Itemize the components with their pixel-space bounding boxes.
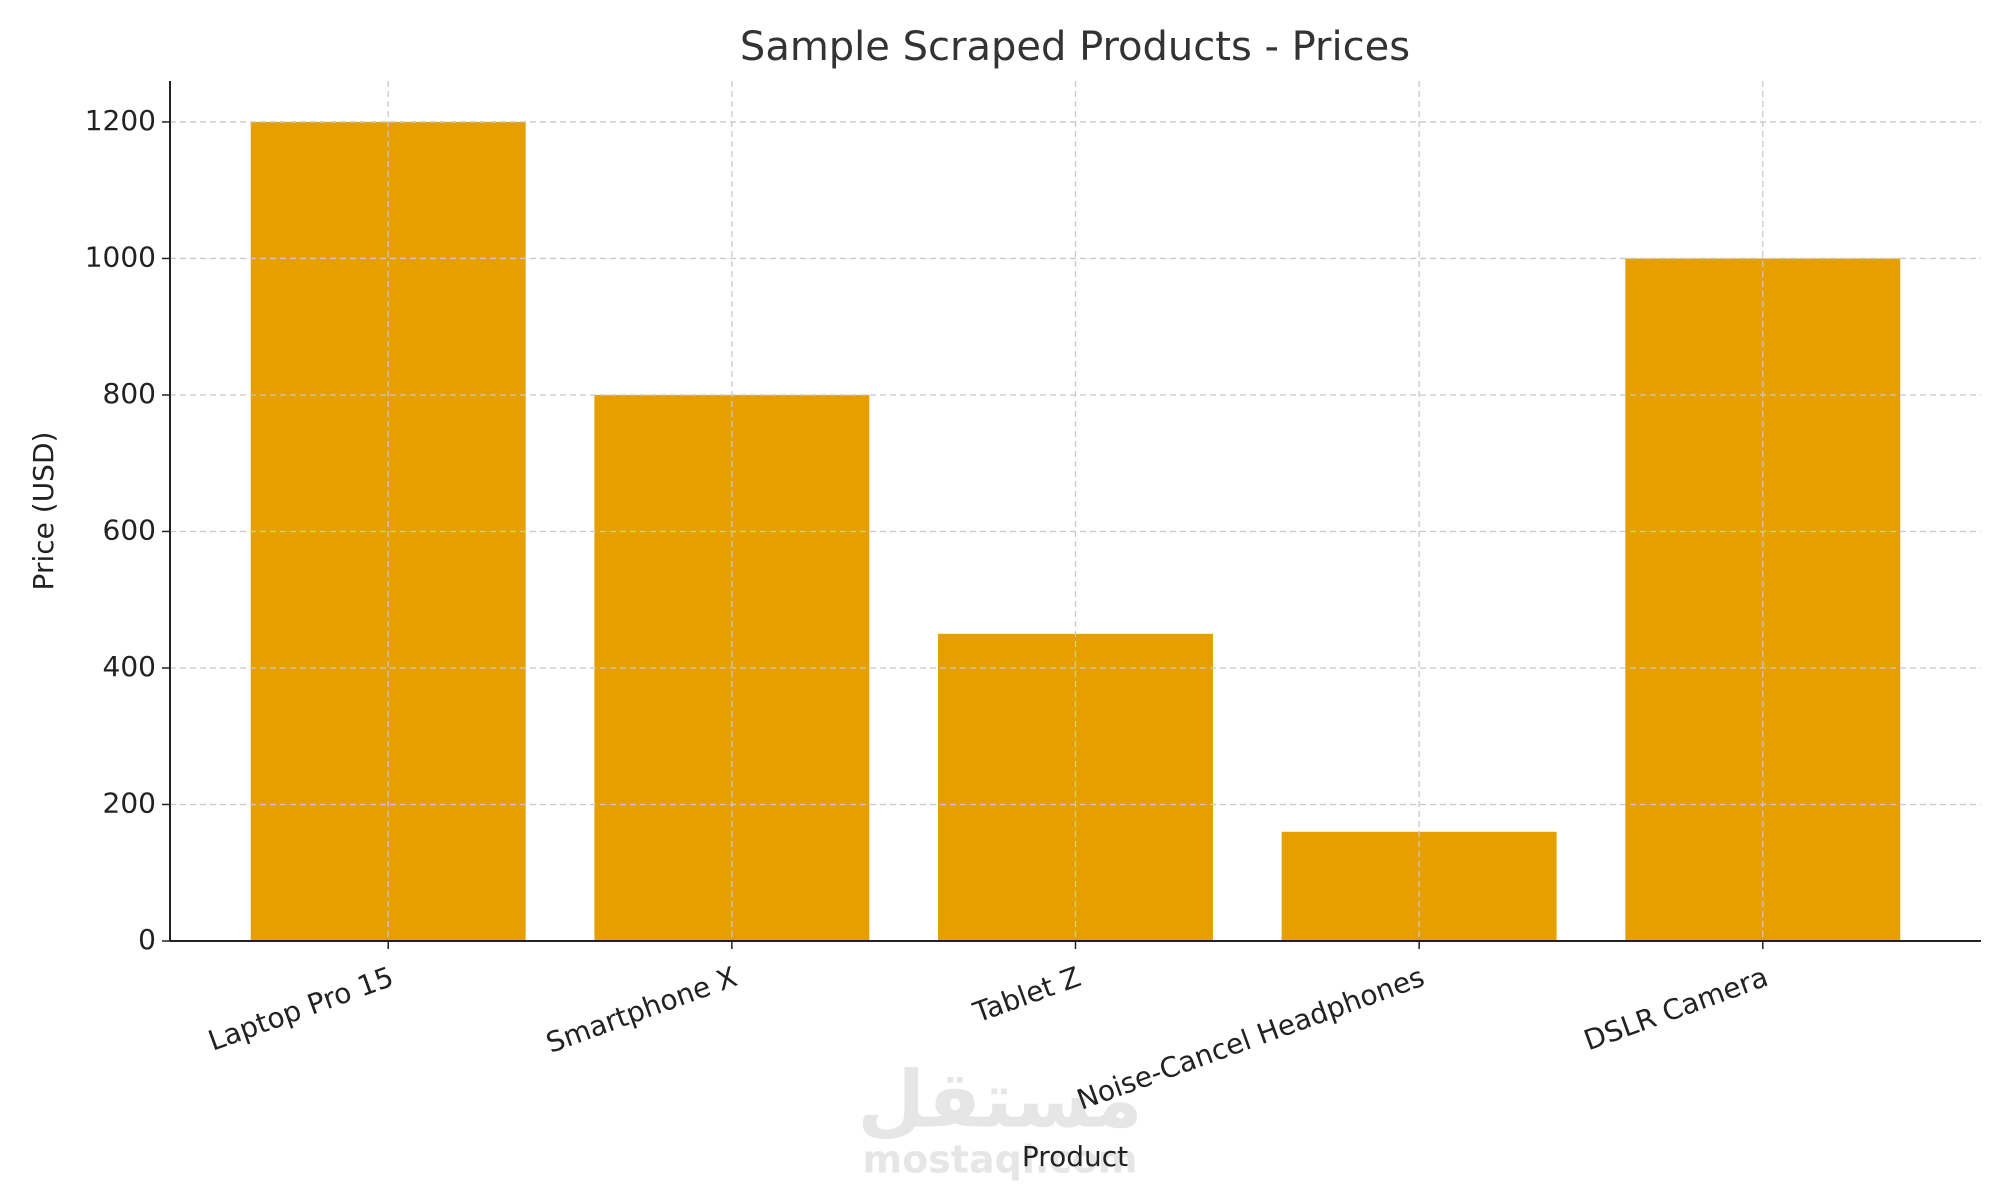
x-tick-label: Noise-Cancel Headphones [1073,960,1429,1117]
x-tick-label: Smartphone X [542,960,742,1060]
x-tick-label: Tablet Z [968,960,1085,1029]
y-axis-label: Price (USD) [27,432,60,591]
watermark: mostaql.com [862,1138,1137,1182]
y-tick-label: 200 [103,786,156,819]
x-axis-label: Product [1022,1140,1128,1173]
bar [1625,258,1901,941]
watermark: مستقل [857,1055,1142,1145]
y-tick-label: 800 [103,377,156,410]
x-tick-label: DSLR Camera [1579,960,1772,1057]
y-tick-label: 1200 [85,104,156,137]
x-tick-label: Laptop Pro 15 [204,960,398,1057]
y-tick-label: 0 [138,923,156,956]
chart-title: Sample Scraped Products - Prices [740,24,1410,70]
y-tick-label: 600 [103,513,156,546]
y-tick-label: 1000 [85,240,156,273]
y-tick-label: 400 [103,650,156,683]
